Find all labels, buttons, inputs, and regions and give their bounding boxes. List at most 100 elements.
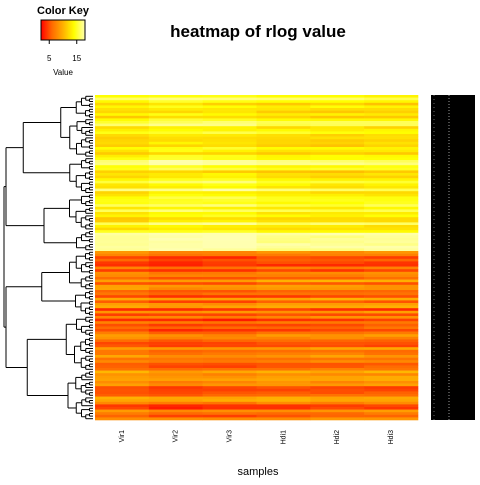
heatmap-cell (148, 97, 203, 101)
heatmap-cell (310, 102, 365, 106)
heatmap-cell (95, 313, 150, 317)
heatmap-cell (95, 230, 150, 234)
heatmap-cell (310, 381, 365, 384)
heatmap-cell (202, 375, 257, 379)
heatmap-cell (148, 240, 203, 244)
heatmap-cell (148, 245, 203, 249)
heatmap-cell (95, 235, 150, 239)
heatmap-cell (202, 196, 257, 200)
heatmap-cell (364, 308, 419, 312)
heatmap-cell (310, 186, 365, 189)
heatmap-cell (364, 357, 419, 361)
heatmap-cell (364, 154, 419, 158)
heatmap-cell (256, 175, 311, 179)
heatmap-cell (364, 139, 419, 143)
heatmap-cell (95, 123, 150, 127)
heatmap-cell (202, 394, 257, 397)
heatmap-cell (310, 152, 365, 156)
heatmap-cell (364, 417, 419, 421)
heatmap-cell (364, 365, 419, 369)
heatmap-cell (364, 305, 419, 309)
heatmap-cell (202, 139, 257, 143)
heatmap-cell (95, 108, 150, 111)
heatmap-cell (148, 217, 203, 221)
color-key: Color Key 5 15 Value (37, 5, 90, 77)
heatmap-cell (202, 271, 257, 275)
heatmap-cell (202, 412, 257, 416)
heatmap-cell (95, 316, 150, 319)
heatmap-cell (148, 303, 203, 306)
heatmap-cell (148, 375, 203, 379)
heatmap-cell (95, 362, 150, 366)
heatmap-cell (148, 180, 203, 184)
heatmap-cell (310, 118, 365, 122)
heatmap-cell (310, 212, 365, 215)
heatmap-cell (256, 240, 311, 244)
heatmap-cell (364, 240, 419, 244)
heatmap-cell (310, 188, 365, 192)
heatmap-cell (364, 165, 419, 169)
heatmap-cell (256, 256, 311, 260)
heatmap-cell (364, 219, 419, 223)
heatmap-cell (364, 407, 419, 410)
heatmap-cell (364, 409, 419, 413)
heatmap-cell (364, 344, 419, 348)
heatmap-cell (95, 391, 150, 395)
heatmap-cell (310, 279, 365, 283)
heatmap-cell (148, 305, 203, 309)
heatmap-cell (148, 373, 203, 377)
heatmap-cell (256, 199, 311, 202)
heatmap-cell (95, 310, 150, 314)
heatmap-cell (148, 282, 203, 286)
heatmap-cell (256, 378, 311, 382)
heatmap-cell (95, 368, 150, 371)
heatmap-cell (202, 243, 257, 247)
heatmap-cell (148, 219, 203, 223)
column-label: Hdi2 (334, 430, 341, 445)
heatmap-cell (310, 105, 365, 109)
heatmap-cell (148, 95, 203, 98)
heatmap-cell (95, 191, 150, 195)
heatmap-cell (148, 378, 203, 382)
heatmap-cell (310, 100, 365, 104)
heatmap-cell (148, 370, 203, 374)
heatmap-cell (202, 152, 257, 156)
heatmap-cell (95, 347, 150, 351)
heatmap-cell (148, 313, 203, 317)
heatmap-cell (310, 258, 365, 262)
heatmap-cell (95, 204, 150, 208)
heatmap-cell (256, 227, 311, 231)
heatmap-cell (310, 297, 365, 301)
heatmap-cell (364, 266, 419, 270)
heatmap-cell (202, 256, 257, 260)
heatmap-cell (310, 360, 365, 364)
heatmap-cell (202, 225, 257, 228)
heatmap-cell (256, 160, 311, 163)
heatmap-cell (95, 180, 150, 184)
heatmap-cell (256, 347, 311, 351)
heatmap-cell (310, 266, 365, 270)
heatmap-cell (310, 214, 365, 218)
heatmap-cell (202, 261, 257, 265)
heatmap-cell (256, 235, 311, 239)
heatmap-cell (364, 173, 419, 176)
heatmap-cells (95, 95, 419, 421)
heatmap-cell (148, 222, 203, 226)
heatmap-cell (148, 139, 203, 143)
heatmap-cell (256, 196, 311, 200)
heatmap-cell (202, 113, 257, 117)
heatmap-cell (148, 201, 203, 205)
color-key-title: Color Key (37, 5, 90, 17)
heatmap-cell (364, 381, 419, 384)
heatmap-cell (95, 95, 150, 98)
heatmap-cell (256, 279, 311, 283)
heatmap-cell (95, 344, 150, 348)
heatmap-cell (364, 102, 419, 106)
heatmap-cell (310, 144, 365, 148)
heatmap-cell (256, 212, 311, 215)
heatmap-cell (364, 287, 419, 291)
heatmap-cell (310, 357, 365, 361)
heatmap-cell (256, 271, 311, 275)
heatmap-cell (256, 162, 311, 166)
heatmap-cell (364, 214, 419, 218)
